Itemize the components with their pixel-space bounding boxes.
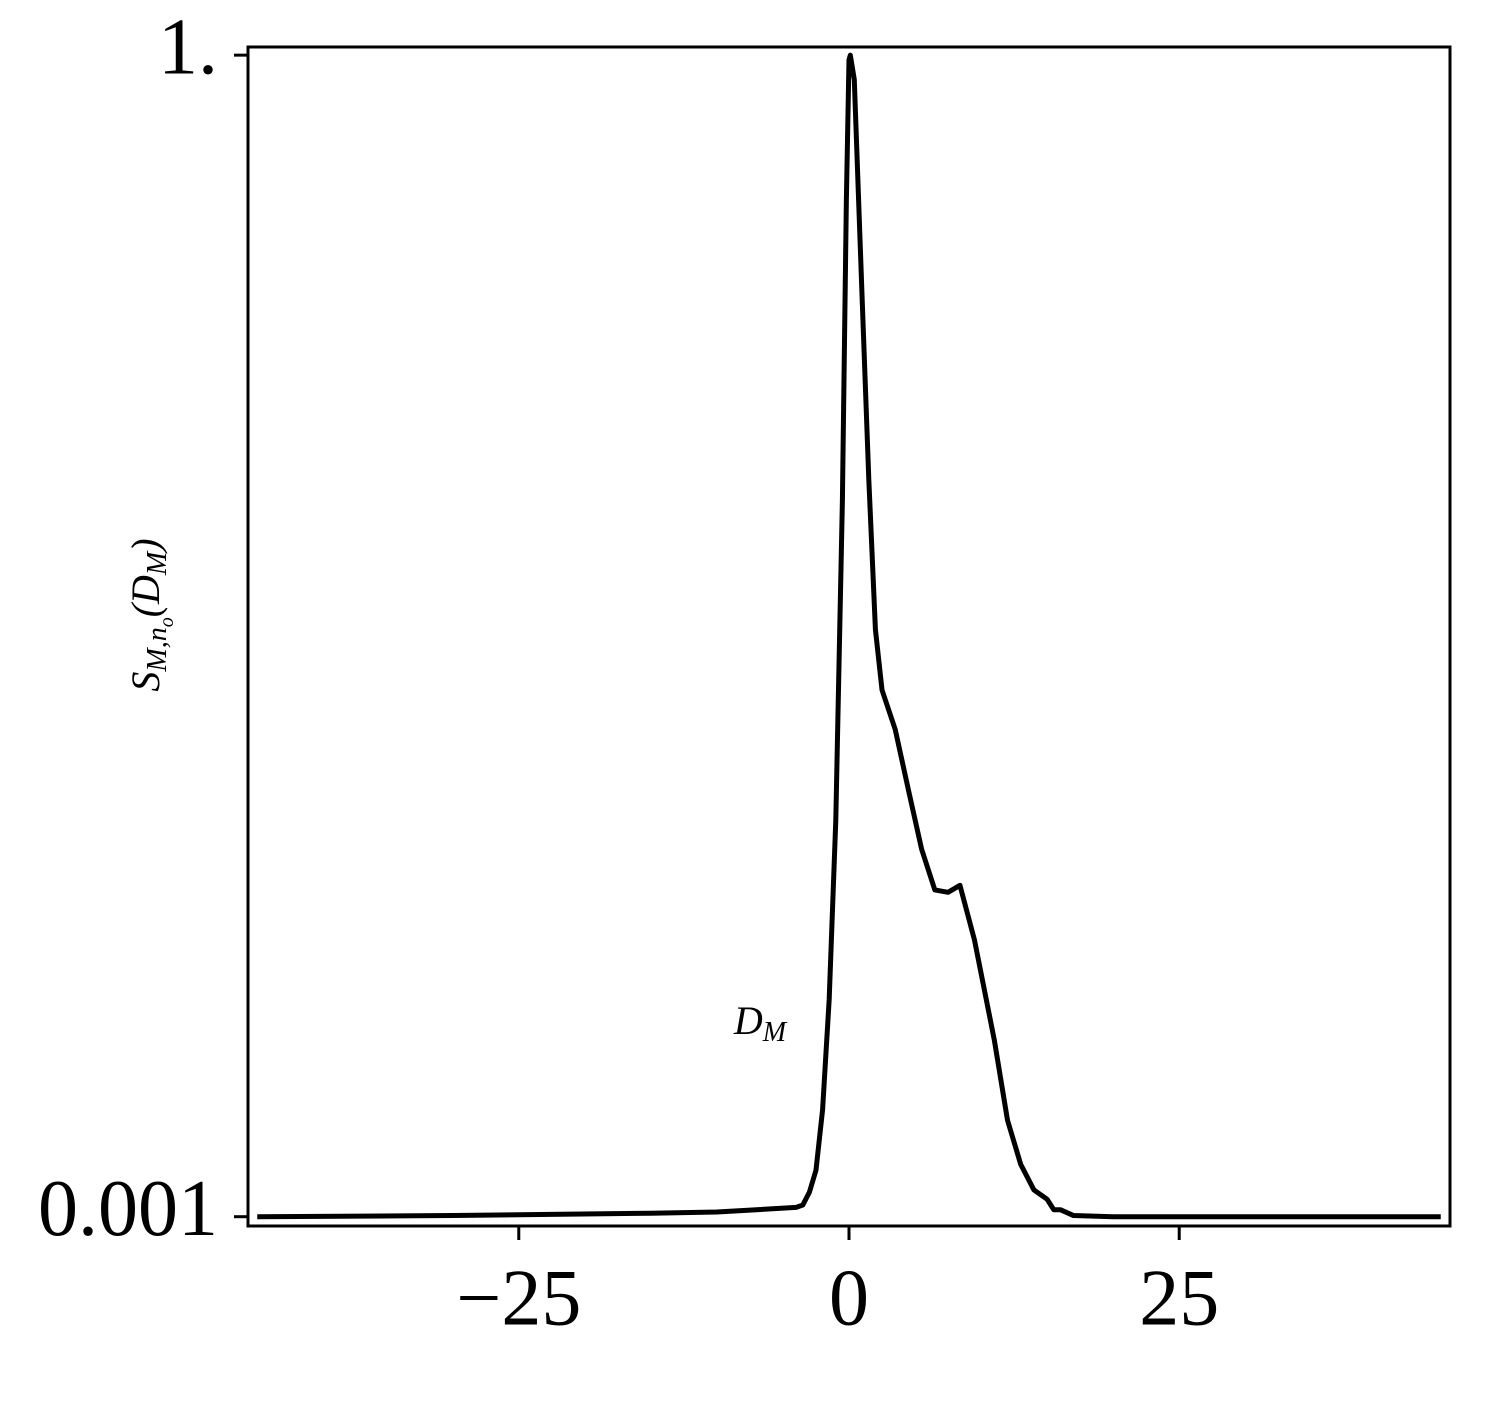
x-axis-label: DM — [733, 998, 788, 1048]
y-axis-label: SM,no(DM) — [123, 538, 177, 691]
label-part: M,n — [142, 627, 173, 672]
label-part: S — [123, 672, 168, 692]
plot-frame — [246, 45, 1452, 1228]
label-part: D — [733, 998, 763, 1043]
x-tick-label: 0 — [829, 1254, 869, 1342]
y-tick-label: 0.001 — [38, 1165, 218, 1253]
label-part: M — [762, 1017, 788, 1048]
label-part: ) — [123, 538, 168, 553]
data-line — [257, 52, 1441, 1220]
x-tick-label: 25 — [1139, 1254, 1219, 1342]
label-part: o — [156, 617, 178, 627]
label-part: (D — [123, 575, 168, 617]
label-part: M — [142, 550, 173, 576]
x-tick-label: −25 — [456, 1254, 581, 1342]
y-tick-label: 1. — [158, 3, 218, 91]
